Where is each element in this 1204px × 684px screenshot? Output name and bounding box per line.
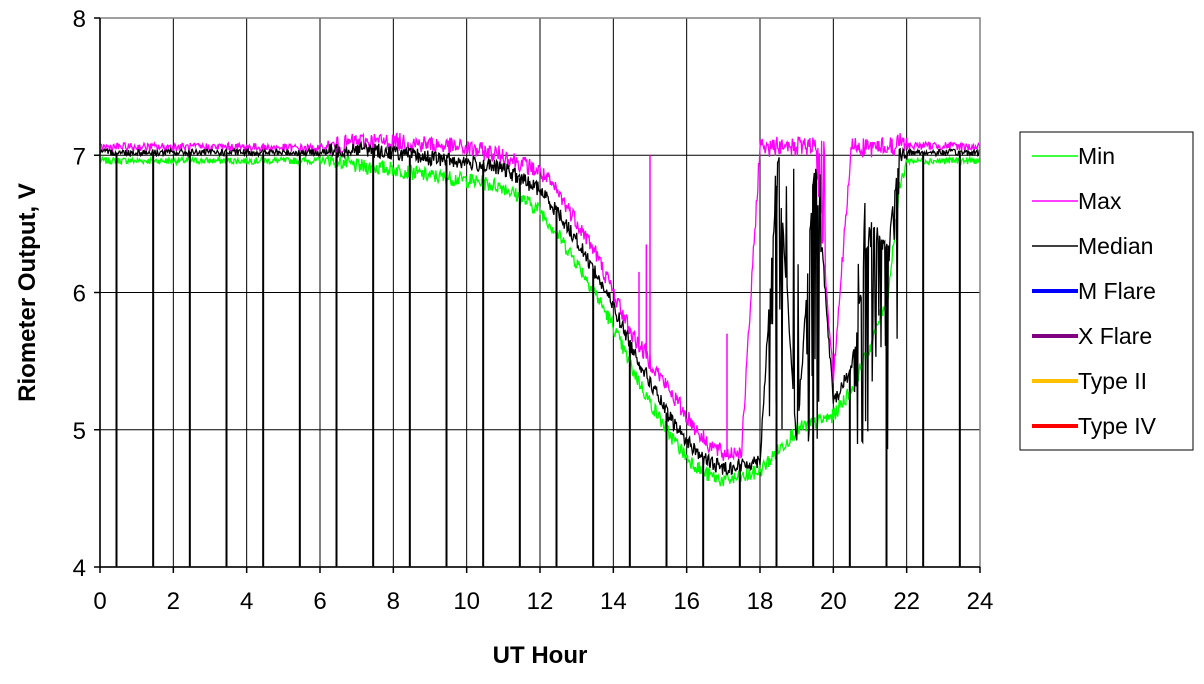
x-axis-title: UT Hour [493, 642, 588, 669]
series-layer [99, 132, 981, 567]
x-tick-label: 14 [600, 588, 627, 615]
legend-label: Type IV [1078, 413, 1157, 439]
x-tick-label: 2 [167, 588, 180, 615]
x-tick-label: 18 [747, 588, 774, 615]
series-line-min [99, 152, 981, 487]
legend-label: M Flare [1078, 278, 1156, 304]
x-tick-label: 0 [93, 588, 106, 615]
x-tick-label: 12 [527, 588, 554, 615]
legend-label: Type II [1078, 368, 1147, 394]
legend-label: Min [1078, 143, 1115, 169]
series-line-max [99, 132, 981, 461]
x-tick-label: 22 [893, 588, 920, 615]
y-tick-label: 8 [73, 6, 86, 33]
legend-label: Max [1078, 188, 1122, 214]
legend: Min Max Median M Flare X Flare Type II Type IV [1019, 131, 1194, 451]
x-tick-label: 10 [453, 588, 480, 615]
y-tick-label: 4 [73, 555, 86, 582]
y-axis-title: Riometer Output, V [14, 183, 41, 402]
y-tick-label: 6 [73, 281, 86, 308]
gridlines [99, 17, 981, 568]
x-tick-label: 24 [967, 588, 994, 615]
y-tick-label: 7 [73, 143, 86, 170]
x-tick-label: 4 [240, 588, 253, 615]
x-tick-label: 6 [313, 588, 326, 615]
y-tick-label: 5 [73, 418, 86, 445]
axes [94, 17, 981, 573]
x-tick-label: 16 [673, 588, 700, 615]
x-tick-label: 8 [387, 588, 400, 615]
x-tick-label: 20 [820, 588, 847, 615]
legend-label: X Flare [1078, 323, 1152, 349]
legend-label: Median [1078, 233, 1153, 259]
series-line-median [99, 140, 981, 476]
